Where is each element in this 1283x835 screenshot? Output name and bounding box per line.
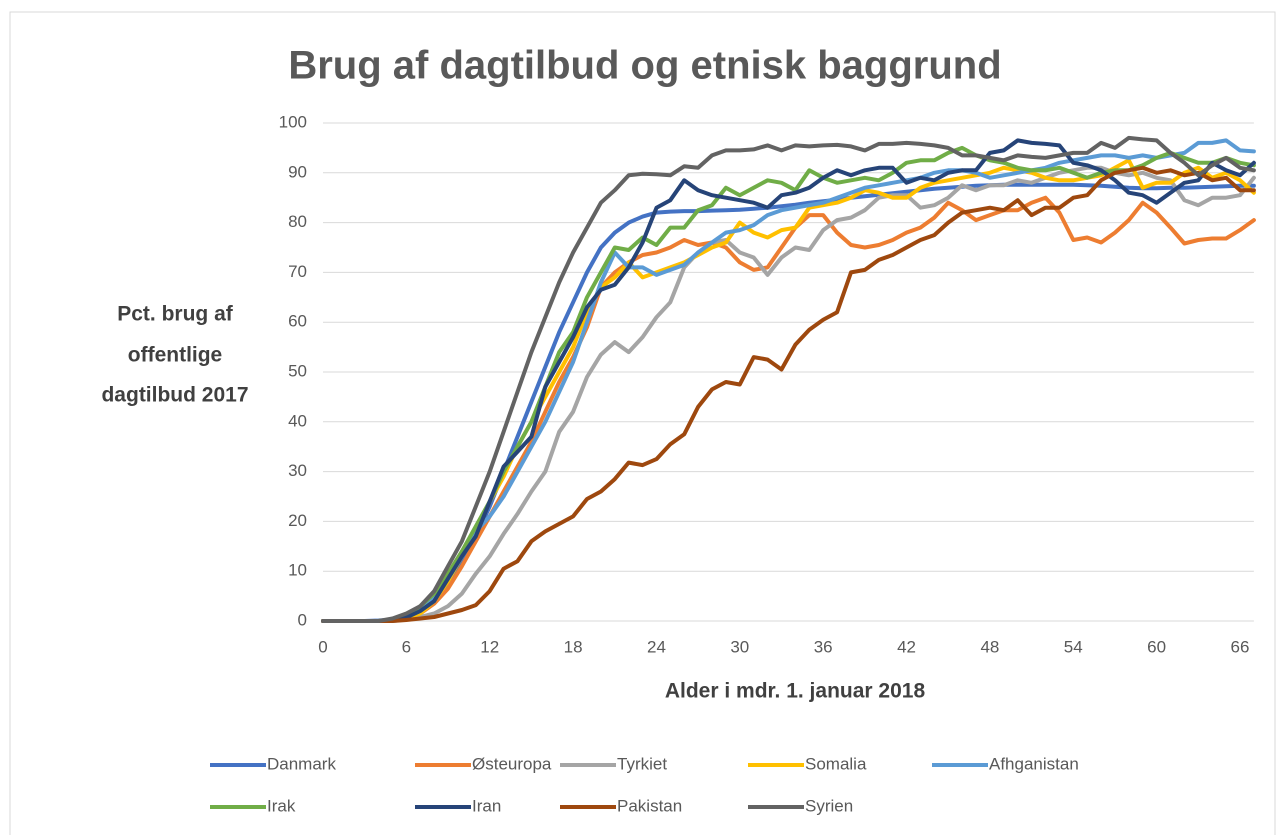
y-tick-label: 20	[288, 511, 307, 530]
legend-label: Pakistan	[617, 796, 682, 815]
x-tick-label: 12	[480, 637, 499, 656]
x-tick-label: 24	[647, 637, 666, 656]
x-tick-label: 60	[1147, 637, 1166, 656]
y-axis-label: offentlige	[128, 344, 223, 367]
legend-label: Danmark	[267, 754, 336, 773]
legend-label: Irak	[267, 796, 296, 815]
x-tick-label: 66	[1231, 637, 1250, 656]
series-line	[321, 195, 1256, 623]
x-tick-label: 6	[402, 637, 411, 656]
x-tick-label: 54	[1064, 637, 1083, 656]
y-tick-label: 10	[288, 561, 307, 580]
legend-label: Tyrkiet	[617, 754, 667, 773]
legend-label: Somalia	[805, 754, 867, 773]
series-line	[321, 165, 1256, 623]
chart-title: Brug af dagtilbud og etnisk baggrund	[288, 44, 1001, 88]
x-tick-label: 42	[897, 637, 916, 656]
chart-frame	[9, 11, 1276, 835]
y-tick-label: 0	[298, 610, 307, 629]
y-tick-label: 100	[279, 112, 307, 131]
x-tick-label: 18	[564, 637, 583, 656]
y-tick-label: 30	[288, 461, 307, 480]
y-axis-label: Pct. brug af	[117, 303, 234, 326]
y-tick-label: 80	[288, 212, 307, 231]
series-line	[321, 145, 1256, 623]
legend-label: Østeuropa	[472, 754, 552, 773]
y-tick-label: 40	[288, 411, 307, 430]
legend-label: Iran	[472, 796, 501, 815]
y-tick-label: 90	[288, 162, 307, 181]
y-axis-label: dagtilbud 2017	[101, 384, 248, 407]
y-tick-label: 60	[288, 312, 307, 331]
series-line	[321, 135, 1256, 623]
y-tick-label: 50	[288, 361, 307, 380]
legend-label: Syrien	[805, 796, 853, 815]
legend-label: Afhganistan	[989, 754, 1079, 773]
x-tick-label: 36	[814, 637, 833, 656]
x-axis-label: Alder i mdr. 1. januar 2018	[665, 680, 926, 703]
x-tick-label: 0	[318, 637, 327, 656]
x-tick-label: 30	[730, 637, 749, 656]
x-tick-label: 48	[980, 637, 999, 656]
series-line	[321, 138, 1256, 623]
y-tick-label: 70	[288, 262, 307, 281]
